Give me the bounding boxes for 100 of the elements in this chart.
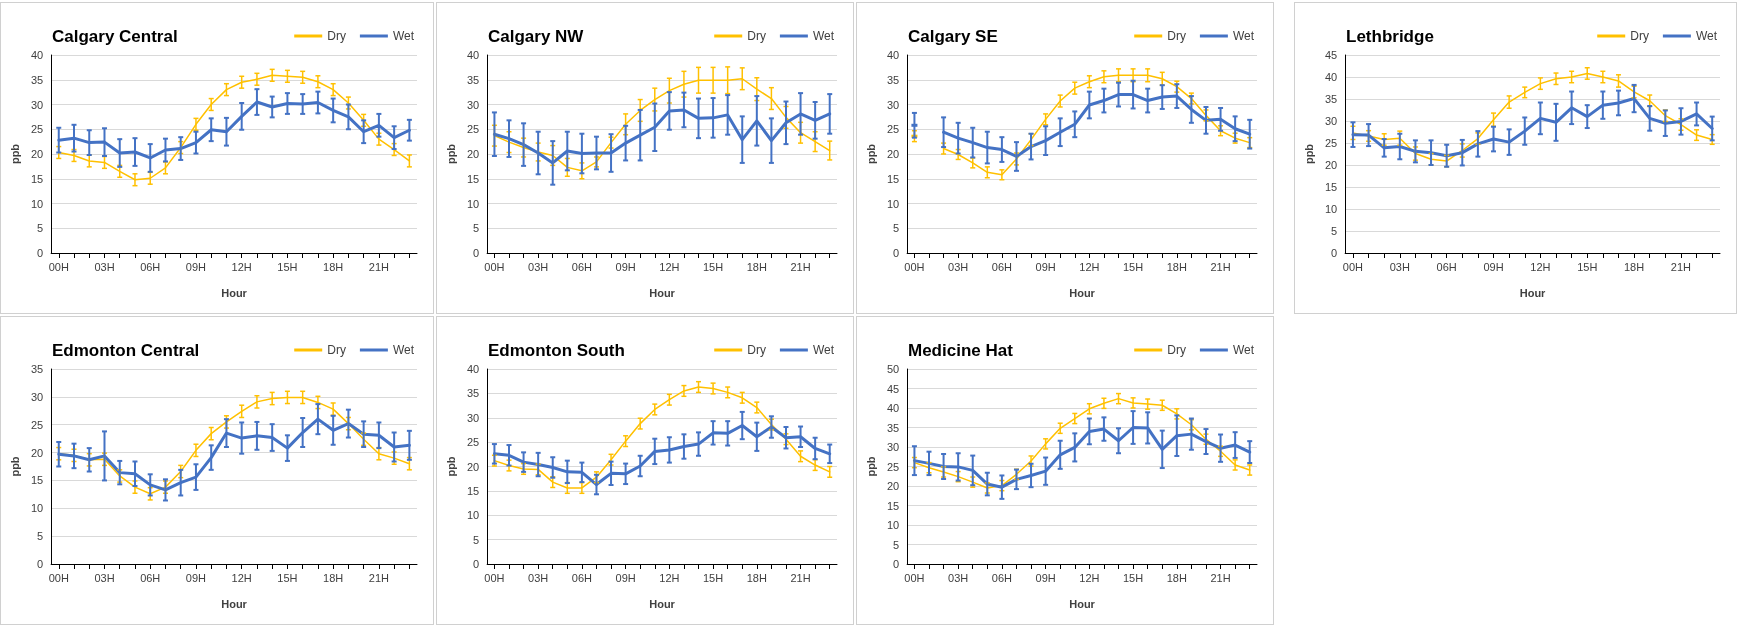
y-tick-label: 15	[30, 474, 44, 487]
y-tick-label: 30	[30, 390, 44, 403]
y-tick-label: 30	[30, 98, 44, 111]
x-tick-label: 12H	[659, 571, 680, 584]
y-tick-label: 20	[886, 480, 900, 492]
y-tick-label: 40	[886, 49, 900, 61]
y-tick-label: 25	[886, 123, 900, 136]
x-tick-label: 03H	[1389, 260, 1410, 273]
x-tick-label: 03H	[94, 260, 115, 273]
y-tick-label: 35	[30, 73, 44, 86]
x-tick-label: 06H	[140, 260, 161, 273]
y-axis-title: ppb	[864, 456, 877, 477]
y-tick-label: 30	[466, 98, 480, 111]
y-tick-label: 5	[473, 222, 480, 235]
x-tick-label: 09H	[615, 571, 636, 584]
x-tick-label: 03H	[528, 571, 549, 584]
x-tick-label: 09H	[185, 260, 207, 273]
y-tick-label: 35	[886, 73, 900, 86]
y-tick-label: 0	[473, 558, 480, 570]
x-tick-label: 06H	[991, 260, 1013, 273]
x-tick-label: 00H	[1342, 260, 1364, 273]
y-tick-label: 0	[37, 558, 44, 570]
x-tick-label: 12H	[1079, 571, 1100, 584]
x-tick-label: 00H	[48, 260, 69, 273]
y-tick-label: 35	[1324, 93, 1338, 105]
y-tick-label: 20	[30, 148, 44, 160]
x-tick-label: 18H	[323, 260, 344, 273]
y-axis-title: ppb	[1302, 143, 1315, 165]
y-tick-label: 35	[466, 73, 480, 86]
y-tick-label: 10	[886, 197, 900, 210]
x-tick-label: 12H	[231, 571, 252, 584]
x-tick-label: 09H	[185, 571, 207, 584]
y-tick-label: 25	[466, 123, 480, 136]
x-tick-label: 12H	[1079, 260, 1100, 273]
legend-label: Dry	[747, 29, 766, 43]
y-tick-label: 40	[466, 49, 480, 61]
y-tick-label: 15	[886, 499, 900, 512]
chart-title: Edmonton South	[488, 341, 625, 360]
y-tick-label: 30	[1324, 115, 1338, 127]
x-tick-label: 00H	[484, 260, 505, 273]
x-tick-label: 18H	[746, 571, 767, 584]
x-tick-label: 06H	[140, 571, 161, 584]
y-tick-label: 0	[1331, 247, 1338, 259]
y-tick-label: 10	[466, 197, 480, 210]
legend-label: Dry	[1630, 29, 1649, 43]
y-tick-label: 20	[1324, 159, 1338, 171]
y-tick-label: 25	[30, 123, 44, 136]
y-tick-label: 25	[466, 436, 480, 449]
y-tick-label: 30	[886, 441, 900, 453]
x-tick-label: 18H	[1166, 571, 1187, 584]
y-tick-label: 15	[466, 484, 480, 497]
y-tick-label: 20	[30, 446, 44, 459]
x-tick-label: 03H	[948, 571, 969, 584]
x-tick-label: 15H	[1577, 260, 1598, 273]
y-tick-label: 30	[466, 411, 480, 424]
x-tick-label: 12H	[659, 260, 680, 273]
y-tick-label: 5	[893, 538, 900, 551]
chart-title: Medicine Hat	[908, 341, 1014, 360]
x-tick-label: 09H	[1035, 571, 1056, 584]
y-tick-label: 10	[886, 519, 900, 531]
y-tick-label: 40	[466, 363, 480, 375]
y-tick-label: 0	[473, 247, 480, 259]
y-tick-label: 10	[30, 502, 44, 515]
y-tick-label: 45	[886, 382, 900, 395]
y-tick-label: 15	[886, 172, 900, 185]
x-axis-title: Hour	[221, 597, 248, 610]
y-tick-label: 5	[473, 533, 480, 546]
y-tick-label: 20	[466, 148, 480, 160]
x-tick-label: 00H	[48, 571, 69, 584]
legend-label: Dry	[1167, 343, 1186, 357]
y-tick-label: 5	[37, 530, 44, 543]
legend-label: Wet	[1232, 29, 1255, 43]
x-tick-label: 09H	[1483, 260, 1504, 273]
legend-label: Wet	[1695, 29, 1718, 43]
y-tick-label: 20	[886, 148, 900, 160]
x-tick-label: 09H	[615, 260, 636, 273]
legend-label: Wet	[392, 343, 415, 357]
legend-label: Dry	[327, 343, 346, 357]
y-tick-label: 10	[1324, 203, 1338, 215]
y-tick-label: 25	[886, 460, 900, 473]
legend-label: Wet	[812, 343, 835, 357]
x-tick-label: 15H	[1123, 571, 1144, 584]
x-axis-title: Hour	[1069, 286, 1096, 299]
y-tick-label: 5	[37, 222, 44, 235]
x-tick-label: 18H	[746, 260, 767, 273]
y-tick-label: 35	[466, 387, 480, 400]
y-tick-label: 25	[30, 418, 44, 431]
x-axis-title: Hour	[221, 286, 248, 299]
legend-label: Dry	[1167, 29, 1186, 43]
y-axis-title: ppb	[864, 143, 877, 165]
x-tick-label: 15H	[1123, 260, 1144, 273]
y-tick-label: 40	[30, 49, 44, 61]
y-tick-label: 40	[1324, 71, 1338, 83]
y-tick-label: 45	[1324, 49, 1338, 61]
chart-title: Calgary Central	[52, 27, 178, 46]
y-axis-title: ppb	[444, 456, 457, 477]
y-tick-label: 0	[37, 247, 44, 259]
x-tick-label: 21H	[790, 260, 811, 273]
chart-title: Calgary SE	[908, 27, 998, 46]
legend-label: Dry	[747, 343, 766, 357]
